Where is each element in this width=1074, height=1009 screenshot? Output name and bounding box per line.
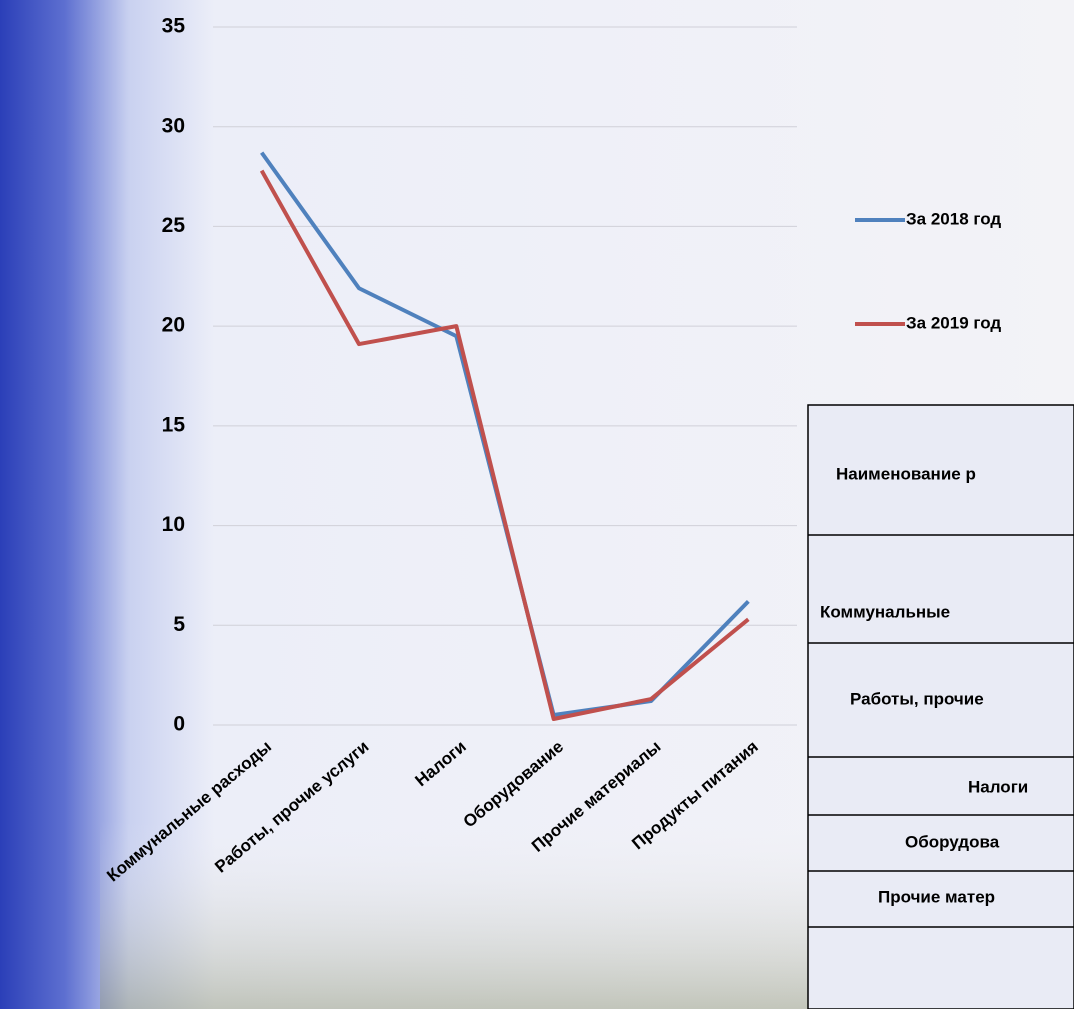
- y-tick-label: 20: [162, 314, 185, 337]
- y-tick-label: 5: [173, 613, 185, 636]
- line-series: [259, 169, 750, 722]
- legend-label: За 2019 год: [906, 313, 1001, 332]
- y-tick-label: 25: [162, 214, 186, 237]
- y-tick-label: 10: [162, 513, 185, 536]
- table-cell: Наименование р: [836, 464, 976, 483]
- table: [807, 404, 1074, 1009]
- table-cell: Работы, прочие: [850, 689, 984, 708]
- y-tick-label: 15: [162, 413, 186, 436]
- y-tick-label: 30: [162, 114, 185, 137]
- y-tick-label: 0: [173, 713, 185, 736]
- table-cell: Налоги: [968, 777, 1028, 796]
- y-tick-label: 35: [162, 15, 186, 38]
- table-cell: Оборудова: [905, 832, 1000, 851]
- table-cell: Коммунальные: [820, 602, 950, 621]
- table-cell: Прочие матер: [878, 887, 995, 906]
- legend-label: За 2018 год: [906, 209, 1001, 228]
- background-image: [100, 820, 820, 1009]
